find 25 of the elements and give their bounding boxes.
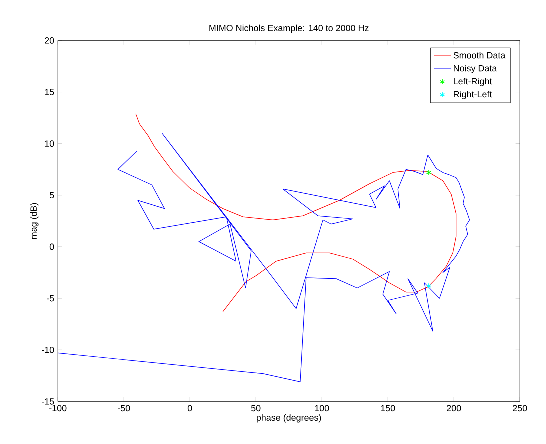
x-tick-label: 50 <box>251 405 261 412</box>
x-tick-label: 100 <box>315 405 330 412</box>
y-tick-label: 0 <box>50 244 54 250</box>
x-axis-title: phase (degrees) <box>257 414 322 423</box>
x-tick-label: 0 <box>188 405 192 412</box>
chart-title: MIMO Nichols Example: 140 to 2000 Hz <box>210 24 369 34</box>
x-tick-label: 150 <box>381 405 396 412</box>
x-tick-label: -100 <box>50 405 67 412</box>
y-tick-label: 20 <box>45 38 54 44</box>
y-tick-label: -15 <box>42 398 54 405</box>
legend-label: Smooth Data <box>454 52 506 59</box>
legend-label: Left-Right <box>454 78 492 86</box>
line-series <box>58 133 470 382</box>
y-tick-label: -10 <box>42 346 54 354</box>
x-tick-label: 200 <box>447 405 462 412</box>
y-tick-label: 15 <box>45 89 54 96</box>
y-tick-label: -5 <box>47 295 54 302</box>
legend-label: Noisy Data <box>454 65 498 74</box>
y-tick-label: 5 <box>50 192 54 199</box>
y-axis-title: mag (dB) <box>30 203 39 240</box>
line-series <box>136 114 457 312</box>
y-tick-label: 10 <box>45 140 54 148</box>
x-tick-label: -50 <box>118 405 130 412</box>
x-tick-label: 250 <box>513 405 528 412</box>
legend-label: Right-Left <box>454 91 492 100</box>
